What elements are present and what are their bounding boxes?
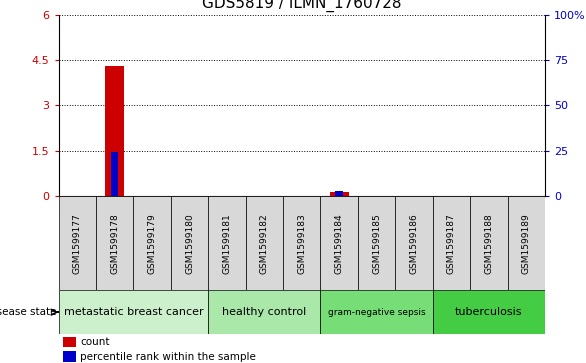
Bar <box>358 196 396 290</box>
Text: percentile rank within the sample: percentile rank within the sample <box>80 352 256 362</box>
Text: GSM1599182: GSM1599182 <box>260 213 269 274</box>
Text: GSM1599177: GSM1599177 <box>73 213 82 274</box>
Bar <box>134 196 171 290</box>
Bar <box>396 196 432 290</box>
Bar <box>283 196 321 290</box>
Text: GSM1599187: GSM1599187 <box>447 213 456 274</box>
Bar <box>330 192 349 196</box>
Bar <box>321 290 432 334</box>
Bar <box>59 290 208 334</box>
Bar <box>208 196 246 290</box>
Text: GSM1599189: GSM1599189 <box>522 213 531 274</box>
Bar <box>96 196 134 290</box>
Text: disease state: disease state <box>0 307 57 317</box>
Bar <box>208 290 321 334</box>
Bar <box>507 196 545 290</box>
Bar <box>432 196 470 290</box>
Text: GSM1599179: GSM1599179 <box>148 213 156 274</box>
Text: GSM1599183: GSM1599183 <box>297 213 306 274</box>
Text: metastatic breast cancer: metastatic breast cancer <box>64 307 203 317</box>
Bar <box>59 196 96 290</box>
Text: GSM1599178: GSM1599178 <box>110 213 119 274</box>
Text: GSM1599184: GSM1599184 <box>335 213 344 274</box>
Bar <box>63 351 76 362</box>
Text: GSM1599181: GSM1599181 <box>223 213 231 274</box>
Bar <box>432 290 545 334</box>
Bar <box>171 196 208 290</box>
Bar <box>335 192 343 196</box>
Text: healthy control: healthy control <box>222 307 306 317</box>
Text: tuberculosis: tuberculosis <box>455 307 523 317</box>
Text: GSM1599180: GSM1599180 <box>185 213 194 274</box>
Bar <box>470 196 507 290</box>
Text: GSM1599188: GSM1599188 <box>485 213 493 274</box>
Text: count: count <box>80 337 110 347</box>
Bar <box>63 337 76 347</box>
Title: GDS5819 / ILMN_1760728: GDS5819 / ILMN_1760728 <box>202 0 401 12</box>
Text: GSM1599185: GSM1599185 <box>372 213 381 274</box>
Text: GSM1599186: GSM1599186 <box>410 213 418 274</box>
Bar <box>111 152 118 196</box>
Bar <box>246 196 283 290</box>
Bar <box>321 196 358 290</box>
Text: gram-negative sepsis: gram-negative sepsis <box>328 308 425 317</box>
Bar <box>105 66 124 196</box>
